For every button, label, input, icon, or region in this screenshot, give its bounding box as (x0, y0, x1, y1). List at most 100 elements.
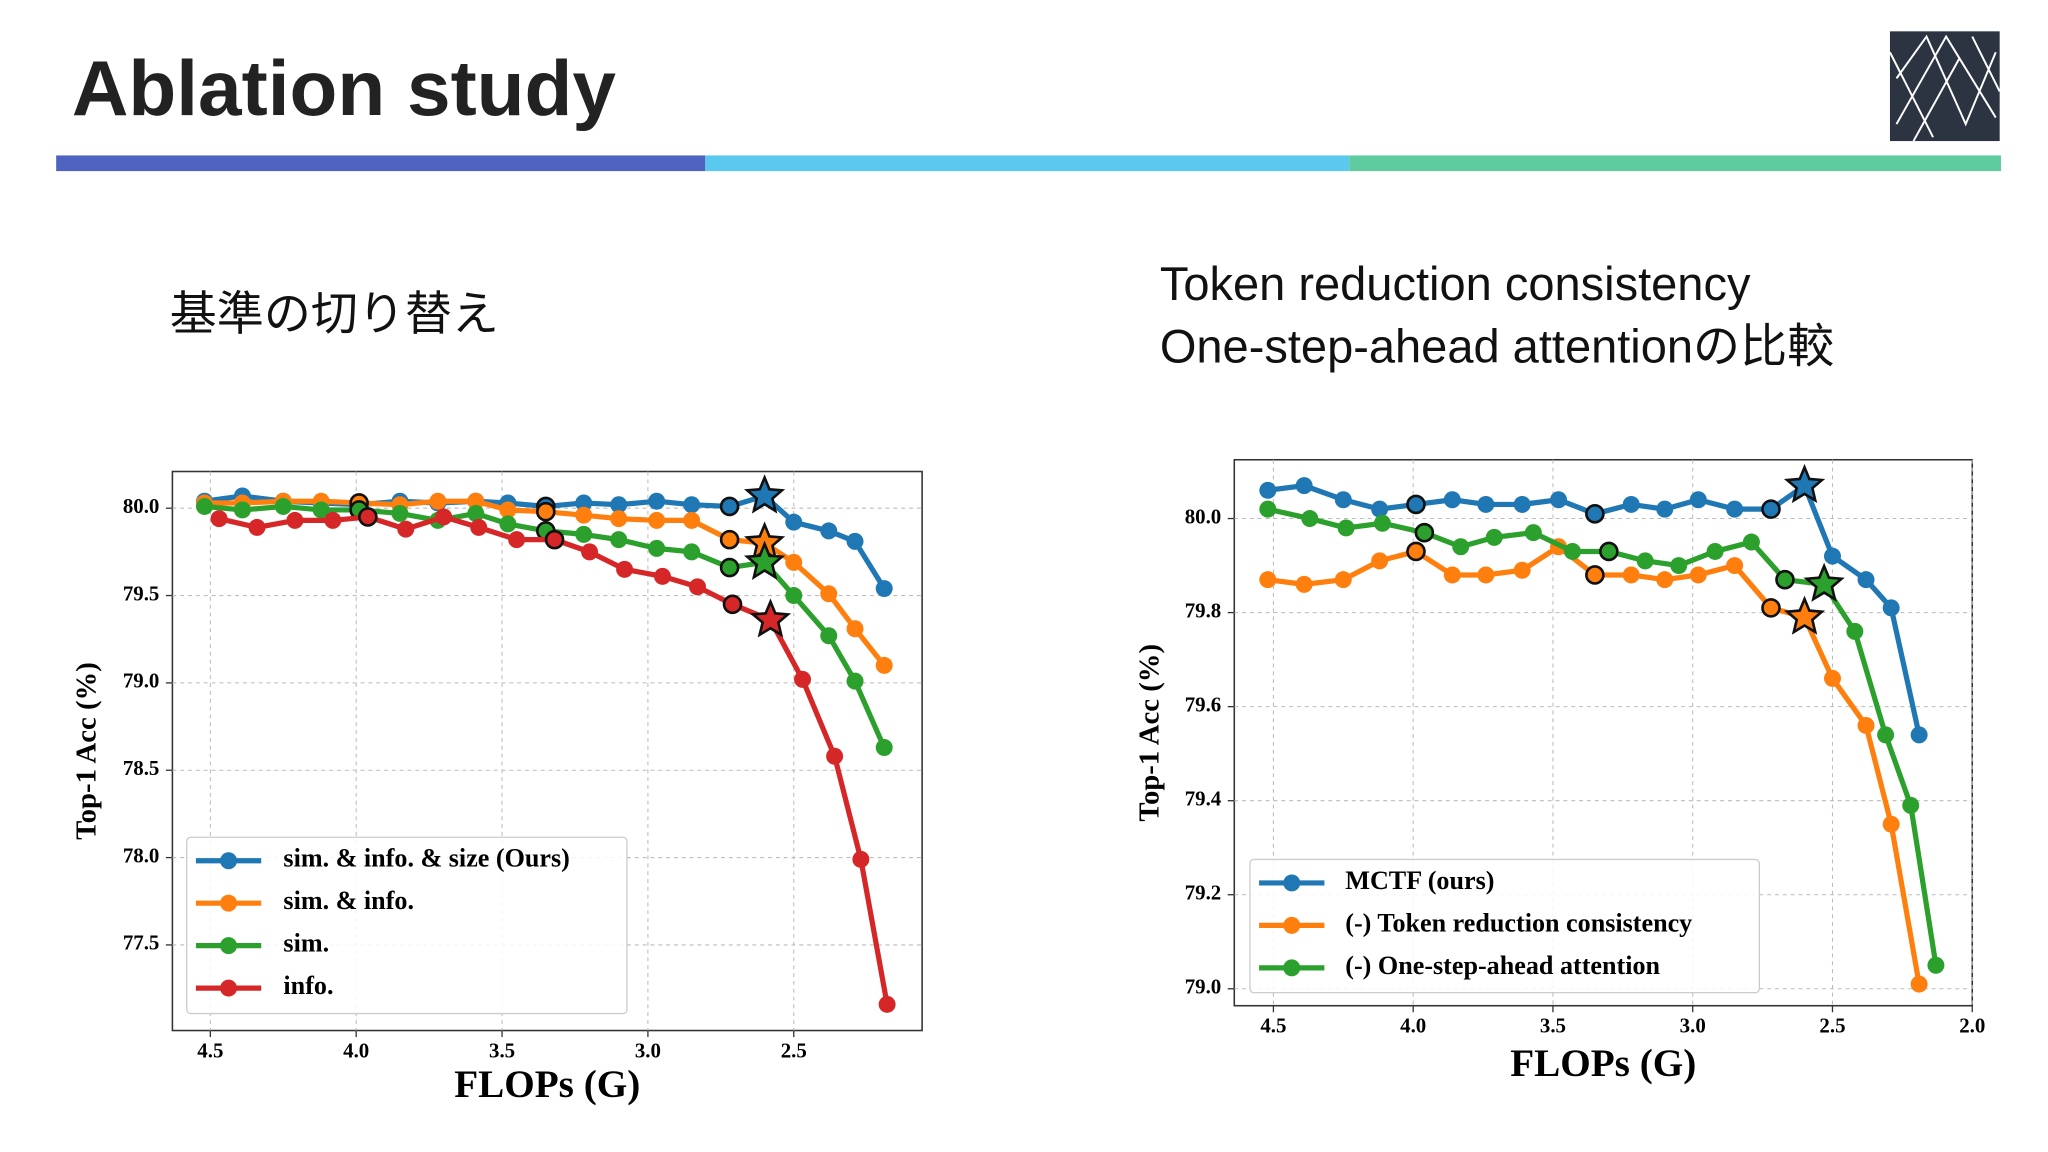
marker (429, 492, 447, 510)
outlined-marker (536, 501, 556, 522)
marker (1656, 571, 1674, 589)
marker (1443, 566, 1461, 584)
marker (683, 511, 701, 529)
marker (1301, 510, 1319, 528)
star-marker (1803, 562, 1845, 602)
outlined-marker (1761, 598, 1781, 618)
marker (1622, 495, 1640, 513)
x-tick-label: 3.5 (489, 1039, 515, 1063)
marker (654, 567, 671, 585)
y-tick-label: 79.0 (123, 669, 160, 693)
marker (575, 506, 593, 524)
outlined-marker (722, 594, 743, 615)
outlined-marker (1414, 522, 1435, 543)
outlined-marker (1775, 569, 1795, 590)
caption: 基準の切り替え (170, 287, 499, 340)
x-tick-label: 4.5 (197, 1039, 223, 1063)
marker (820, 585, 838, 603)
marker (435, 508, 453, 526)
marker (1295, 575, 1313, 593)
marker (1742, 533, 1760, 551)
marker (616, 560, 634, 578)
marker (1910, 975, 1928, 993)
marker (683, 496, 701, 514)
marker (794, 670, 812, 688)
star-marker (1783, 595, 1826, 635)
marker (467, 492, 485, 510)
marker (1524, 524, 1542, 542)
marker (1823, 547, 1841, 565)
legend-marker (1283, 959, 1301, 977)
marker (1485, 528, 1503, 546)
marker (1564, 542, 1582, 560)
legend-label: (-) Token reduction consistency (1345, 908, 1692, 937)
legend-marker (1283, 916, 1301, 934)
outlined-marker (358, 507, 378, 527)
marker (1823, 669, 1841, 687)
outlined-marker (719, 557, 740, 578)
marker (391, 504, 409, 522)
marker (1443, 491, 1461, 509)
marker (508, 531, 526, 549)
marker (1910, 726, 1928, 744)
marker (1882, 815, 1900, 833)
x-tick-label: 3.5 (1540, 1014, 1566, 1038)
marker (274, 497, 292, 515)
marker (1689, 566, 1707, 584)
y-tick-label: 80.0 (123, 494, 160, 518)
outlined-marker (1406, 494, 1426, 515)
star-marker (744, 474, 786, 514)
x-tick-label: 4.5 (1260, 1014, 1286, 1038)
marker (1513, 495, 1531, 513)
outlined-marker (719, 496, 740, 517)
y-tick-label: 79.8 (1185, 598, 1222, 622)
accent-bar (705, 155, 1350, 172)
marker (785, 553, 803, 571)
marker (1513, 561, 1531, 579)
legend-marker (220, 979, 238, 997)
marker (1259, 481, 1277, 499)
marker (1846, 622, 1864, 640)
marker (499, 515, 517, 533)
y-tick-label: 79.2 (1185, 881, 1222, 905)
marker (1452, 538, 1470, 556)
outlined-marker (1585, 565, 1605, 585)
marker (1857, 716, 1875, 734)
marker (1334, 571, 1352, 589)
y-tick-label: 77.5 (123, 931, 160, 955)
marker (820, 522, 838, 540)
y-tick-label: 79.4 (1185, 786, 1222, 810)
outlined-marker (1599, 541, 1619, 562)
marker (846, 532, 864, 550)
marker (1477, 495, 1495, 513)
marker (1636, 552, 1654, 570)
marker (575, 494, 593, 512)
marker (852, 850, 870, 868)
marker (1689, 491, 1707, 509)
marker (785, 587, 803, 605)
marker (397, 520, 415, 538)
marker (210, 510, 228, 528)
legend-box (186, 836, 628, 1015)
marker (610, 531, 628, 549)
marker (1371, 552, 1389, 570)
legend-marker (220, 852, 238, 870)
marker (1656, 500, 1674, 518)
y-tick-label: 78.5 (123, 756, 160, 780)
legend-marker (1283, 874, 1301, 892)
marker (875, 580, 893, 598)
legend-box (1249, 858, 1760, 994)
star-marker (743, 540, 786, 580)
marker (1371, 500, 1389, 518)
marker (1877, 726, 1895, 744)
marker (689, 578, 706, 596)
x-tick-label: 2.0 (1959, 1014, 1985, 1038)
marker (820, 627, 838, 645)
marker (1902, 796, 1920, 814)
marker (1477, 566, 1495, 584)
y-tick-label: 80.0 (1185, 504, 1222, 528)
caption: One-step-ahead attentionの比較 (1160, 319, 1834, 372)
legend-marker (220, 937, 238, 955)
